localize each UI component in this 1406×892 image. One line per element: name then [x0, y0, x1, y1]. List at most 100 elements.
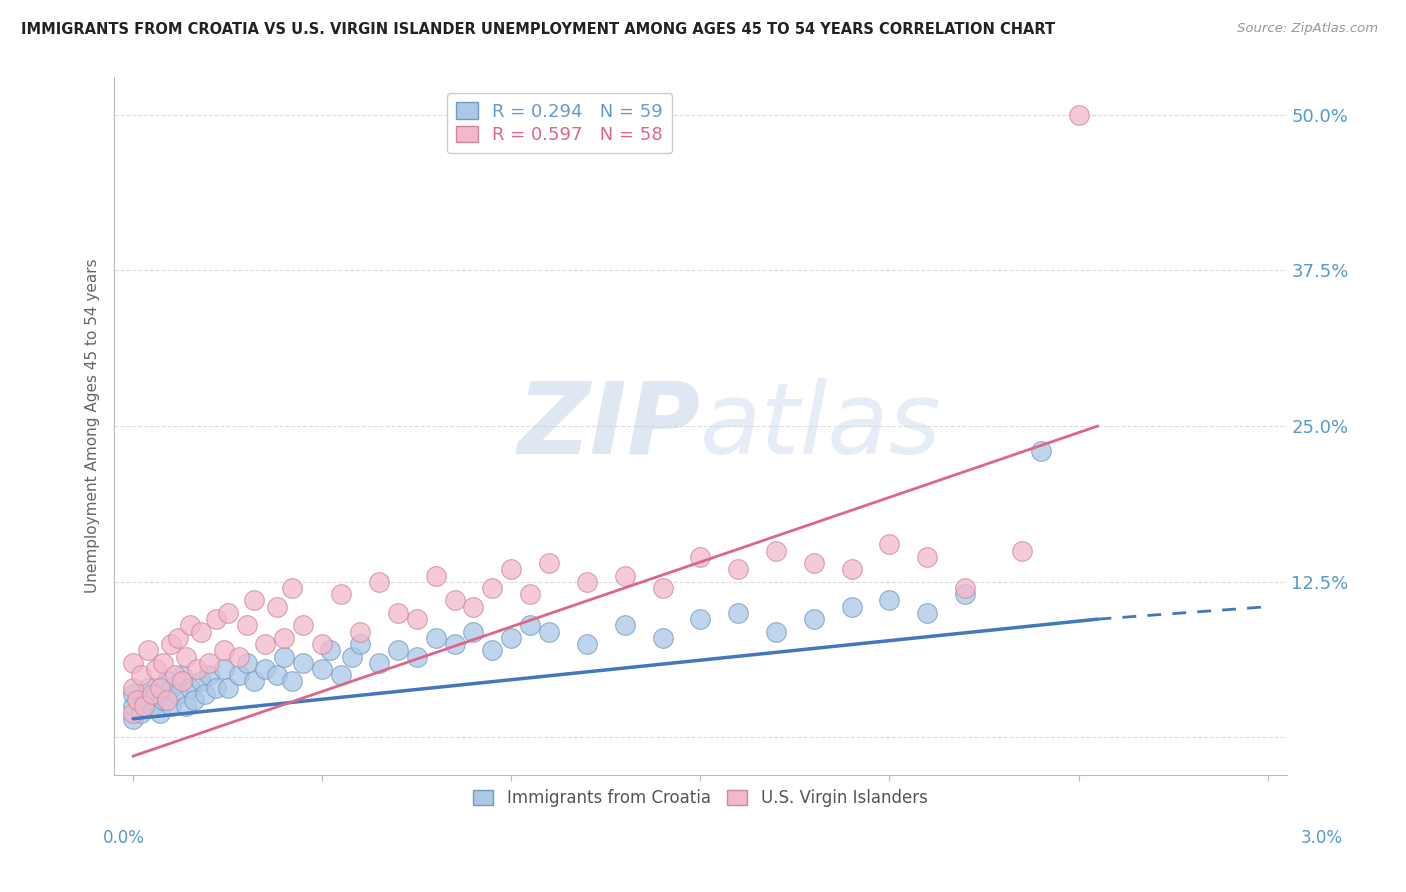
- Point: [879, 593, 901, 607]
- Point: [148, 706, 170, 720]
- Text: 3.0%: 3.0%: [1301, 829, 1343, 847]
- Point: [575, 637, 598, 651]
- Point: [235, 618, 257, 632]
- Point: [148, 681, 170, 695]
- Point: [689, 549, 711, 564]
- Point: [651, 631, 673, 645]
- Point: [122, 681, 145, 695]
- Point: [765, 624, 787, 639]
- Point: [1067, 108, 1090, 122]
- Point: [122, 699, 145, 714]
- Point: [122, 712, 145, 726]
- Point: [425, 631, 447, 645]
- Point: [841, 599, 863, 614]
- Point: [172, 668, 194, 682]
- Point: [212, 643, 235, 657]
- Point: [129, 706, 152, 720]
- Point: [425, 568, 447, 582]
- Point: [349, 624, 371, 639]
- Point: [368, 574, 391, 589]
- Point: [134, 699, 156, 714]
- Point: [243, 593, 266, 607]
- Point: [330, 668, 353, 682]
- Point: [266, 668, 288, 682]
- Point: [538, 624, 561, 639]
- Point: [136, 643, 159, 657]
- Point: [1029, 444, 1052, 458]
- Point: [152, 693, 174, 707]
- Text: IMMIGRANTS FROM CROATIA VS U.S. VIRGIN ISLANDER UNEMPLOYMENT AMONG AGES 45 TO 54: IMMIGRANTS FROM CROATIA VS U.S. VIRGIN I…: [21, 22, 1056, 37]
- Point: [368, 656, 391, 670]
- Point: [463, 599, 485, 614]
- Point: [519, 618, 541, 632]
- Point: [273, 631, 295, 645]
- Point: [311, 662, 333, 676]
- Point: [405, 612, 427, 626]
- Point: [122, 706, 145, 720]
- Point: [917, 606, 939, 620]
- Point: [463, 624, 485, 639]
- Point: [292, 618, 315, 632]
- Point: [387, 606, 409, 620]
- Point: [160, 681, 183, 695]
- Point: [163, 668, 186, 682]
- Text: Source: ZipAtlas.com: Source: ZipAtlas.com: [1237, 22, 1378, 36]
- Point: [145, 687, 167, 701]
- Point: [481, 581, 503, 595]
- Point: [122, 687, 145, 701]
- Point: [319, 643, 342, 657]
- Point: [273, 649, 295, 664]
- Point: [803, 612, 825, 626]
- Point: [803, 556, 825, 570]
- Point: [125, 693, 148, 707]
- Point: [197, 668, 219, 682]
- Point: [254, 662, 277, 676]
- Point: [254, 637, 277, 651]
- Point: [145, 662, 167, 676]
- Point: [186, 662, 208, 676]
- Point: [330, 587, 353, 601]
- Point: [160, 699, 183, 714]
- Point: [405, 649, 427, 664]
- Point: [183, 693, 205, 707]
- Point: [953, 587, 976, 601]
- Point: [129, 668, 152, 682]
- Point: [575, 574, 598, 589]
- Point: [651, 581, 673, 595]
- Point: [156, 693, 179, 707]
- Point: [538, 556, 561, 570]
- Point: [194, 687, 217, 701]
- Point: [205, 612, 228, 626]
- Point: [501, 631, 523, 645]
- Point: [217, 606, 239, 620]
- Text: 0.0%: 0.0%: [103, 829, 145, 847]
- Point: [281, 581, 304, 595]
- Point: [172, 674, 194, 689]
- Point: [292, 656, 315, 670]
- Point: [179, 618, 201, 632]
- Point: [167, 687, 190, 701]
- Point: [167, 631, 190, 645]
- Point: [613, 568, 636, 582]
- Point: [122, 656, 145, 670]
- Point: [174, 649, 197, 664]
- Point: [879, 537, 901, 551]
- Point: [443, 637, 465, 651]
- Point: [190, 674, 212, 689]
- Legend: Immigrants from Croatia, U.S. Virgin Islanders: Immigrants from Croatia, U.S. Virgin Isl…: [465, 780, 936, 815]
- Point: [342, 649, 364, 664]
- Point: [689, 612, 711, 626]
- Point: [190, 624, 212, 639]
- Point: [481, 643, 503, 657]
- Point: [349, 637, 371, 651]
- Point: [141, 699, 163, 714]
- Point: [443, 593, 465, 607]
- Point: [235, 656, 257, 670]
- Point: [266, 599, 288, 614]
- Point: [613, 618, 636, 632]
- Point: [953, 581, 976, 595]
- Point: [160, 637, 183, 651]
- Point: [228, 668, 250, 682]
- Point: [281, 674, 304, 689]
- Point: [156, 674, 179, 689]
